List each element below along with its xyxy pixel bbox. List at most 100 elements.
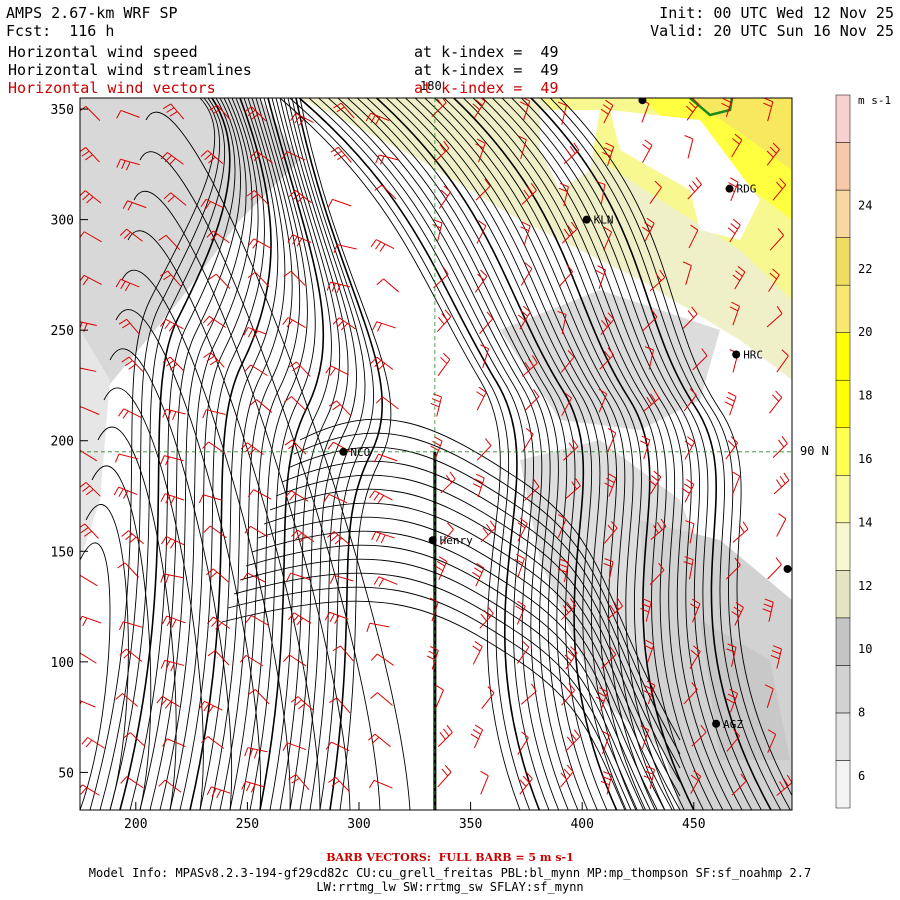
- colorbar-label: 10: [858, 642, 872, 656]
- station-nco: NCO: [339, 446, 370, 459]
- wind-barb: [764, 684, 774, 708]
- colorbar-segment: [835, 94, 851, 143]
- streamline: [287, 446, 681, 769]
- wind-barb: [333, 244, 357, 254]
- wind-barb: [162, 615, 186, 628]
- wind-barb: [726, 643, 737, 667]
- wind-barb: [288, 361, 311, 377]
- field-label-streamlines: Horizontal wind streamlines: [8, 61, 252, 79]
- wind-barb: [767, 557, 782, 580]
- wind-barb: [558, 264, 574, 287]
- streamline: [521, 98, 762, 810]
- wind-barb: [201, 736, 225, 749]
- wind-barb: [203, 352, 225, 368]
- wind-barb: [520, 683, 537, 705]
- colorbar-segment: [835, 760, 851, 809]
- streamline: [145, 111, 411, 810]
- wind-barb: [598, 388, 608, 413]
- latitude-label: 90 N: [800, 444, 829, 458]
- wind-barb: [430, 436, 443, 460]
- streamline: [293, 432, 681, 755]
- streamline: [149, 98, 247, 810]
- wind-barb: [561, 221, 577, 244]
- wind-barb: [203, 525, 227, 539]
- streamline: [295, 98, 384, 810]
- streamline: [395, 98, 637, 810]
- wind-barb: [123, 732, 146, 747]
- wind-barb: [732, 265, 746, 290]
- station-agz: AGZ: [712, 718, 743, 731]
- wind-barb: [602, 142, 615, 167]
- wind-barb: [327, 198, 352, 208]
- wind-barb: [515, 600, 526, 625]
- streamline: [298, 98, 541, 810]
- x-tick-label: 400: [570, 817, 593, 832]
- station-rdg: RDG: [725, 183, 756, 196]
- wind-barb: [206, 568, 229, 583]
- wind-barb: [642, 217, 655, 242]
- wind-barb: [472, 562, 485, 587]
- wind-barb: [481, 686, 495, 710]
- wind-barb: [564, 478, 581, 500]
- wind-barb: [160, 536, 185, 549]
- wind-barb: [772, 177, 787, 201]
- wind-barb: [607, 427, 617, 452]
- wind-barb: [244, 747, 268, 759]
- wind-barb: [81, 737, 105, 749]
- wind-barb: [162, 408, 186, 421]
- streamline: [482, 98, 724, 810]
- wind-barb: [475, 138, 486, 163]
- streamline: [424, 98, 666, 810]
- colorbar-segment: [835, 712, 851, 761]
- y-tick-label: 250: [51, 324, 74, 339]
- streamline: [511, 98, 753, 810]
- wind-barb: [731, 133, 743, 158]
- wind-barb: [648, 470, 662, 495]
- wind-barb: [560, 598, 577, 621]
- wind-barb: [373, 453, 398, 463]
- wind-barb: [557, 101, 567, 125]
- wind-barb: [479, 606, 494, 629]
- wind-barb: [239, 654, 264, 667]
- wind-barb: [563, 142, 580, 165]
- wind-barb: [522, 428, 534, 452]
- x-tick-label: 450: [682, 817, 705, 832]
- wind-barb: [290, 696, 314, 711]
- wind-barb: [281, 151, 306, 161]
- wind-barb: [725, 557, 741, 580]
- wind-barb: [773, 472, 790, 495]
- wind-barb: [114, 453, 139, 463]
- wind-barb: [327, 441, 352, 453]
- map-content: NCO Henry KLN RDG HRC AGZ: [80, 98, 792, 810]
- wind-barb: [560, 764, 574, 788]
- wind-barb: [772, 436, 788, 458]
- wind-barb: [200, 150, 224, 164]
- streamline: [263, 502, 673, 810]
- streamline: [219, 98, 293, 810]
- wind-barb: [721, 98, 734, 117]
- wind-barb: [283, 270, 306, 286]
- wind-barb: [365, 112, 390, 125]
- wind-barb: [726, 729, 741, 752]
- wind-barb: [437, 724, 453, 747]
- streamline: [356, 98, 598, 810]
- wind-barb: [437, 352, 451, 377]
- wind-barb: [776, 513, 787, 537]
- wind-barb: [80, 147, 100, 163]
- x-tick-label: 300: [347, 817, 370, 832]
- wind-barb: [122, 200, 147, 211]
- field-level-streamlines: at k-index = 49: [414, 61, 559, 79]
- station-unnamed: [638, 98, 647, 105]
- colorbar-segment: [835, 237, 851, 286]
- streamline: [279, 98, 521, 810]
- wind-barb: [474, 269, 488, 293]
- streamline: [103, 387, 204, 810]
- wind-barb: [475, 178, 491, 201]
- wind-barb: [691, 724, 707, 747]
- station-markers: NCO Henry KLN RDG HRC AGZ: [339, 98, 792, 731]
- wind-barb: [249, 150, 273, 164]
- wind-barb: [435, 684, 444, 709]
- station-label: NCO: [350, 446, 370, 459]
- colorbar-label: 14: [858, 515, 872, 529]
- speed-shade-region: [690, 98, 792, 170]
